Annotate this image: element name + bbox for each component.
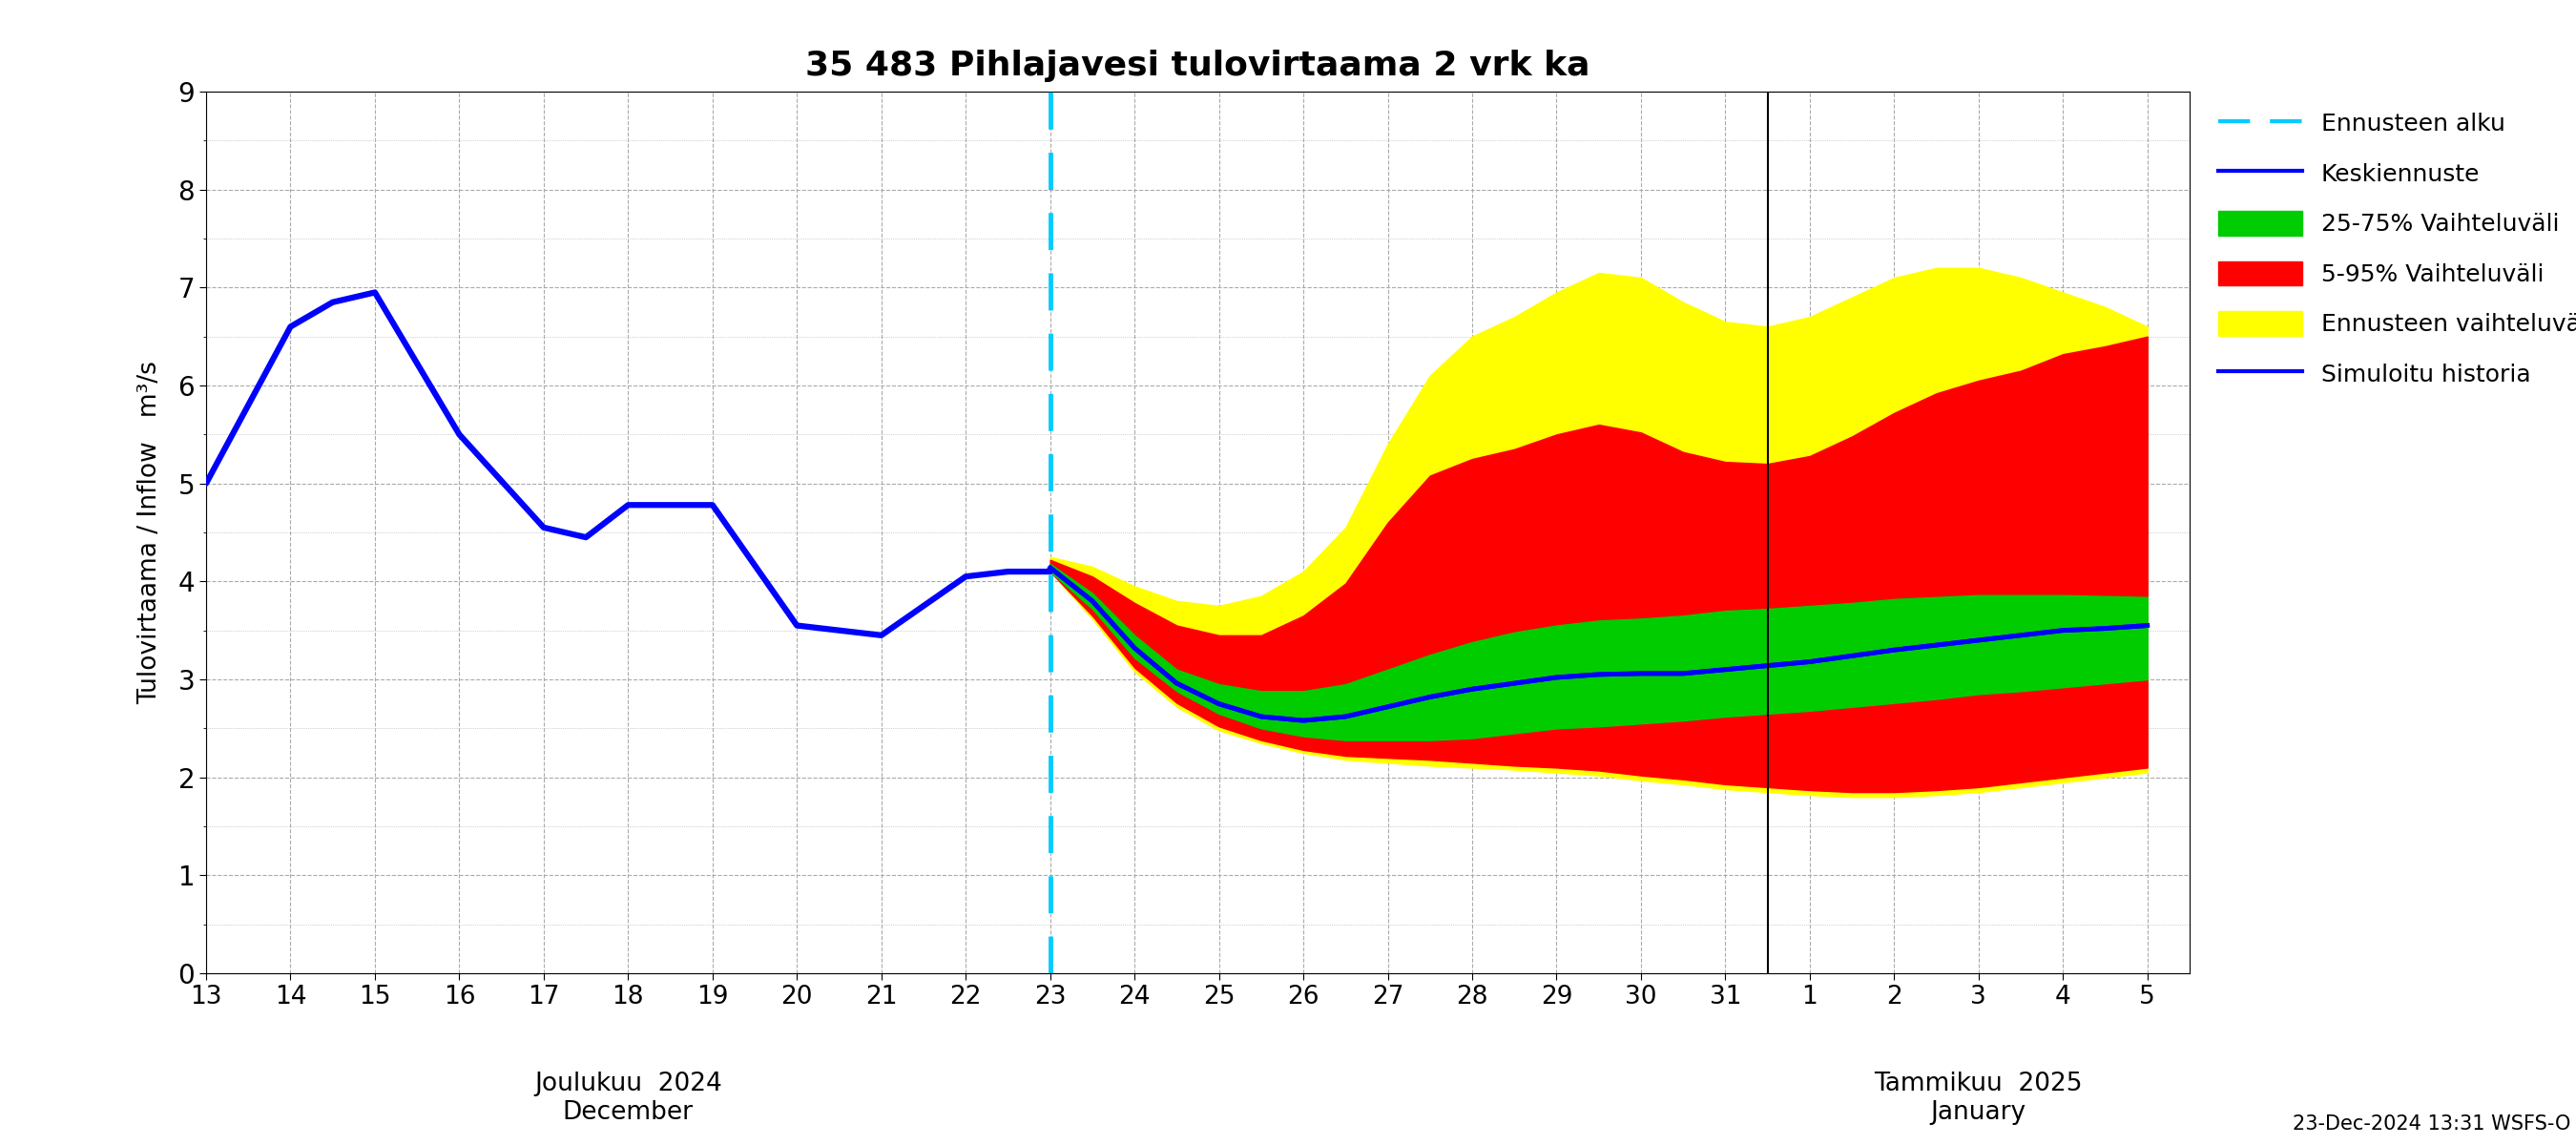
Title: 35 483 Pihlajavesi tulovirtaama 2 vrk ka: 35 483 Pihlajavesi tulovirtaama 2 vrk ka [806, 50, 1589, 82]
Text: Tammikuu  2025
January: Tammikuu 2025 January [1875, 1072, 2084, 1124]
Legend: Ennusteen alku, Keskiennuste, 25-75% Vaihteluväli, 5-95% Vaihteluväli, Ennusteen: Ennusteen alku, Keskiennuste, 25-75% Vai… [2210, 103, 2576, 394]
Text: 23-Dec-2024 13:31 WSFS-O: 23-Dec-2024 13:31 WSFS-O [2293, 1114, 2571, 1134]
Y-axis label: Tulovirtaama / Inflow   m³/s: Tulovirtaama / Inflow m³/s [137, 361, 162, 704]
Text: Joulukuu  2024
December: Joulukuu 2024 December [533, 1072, 721, 1124]
